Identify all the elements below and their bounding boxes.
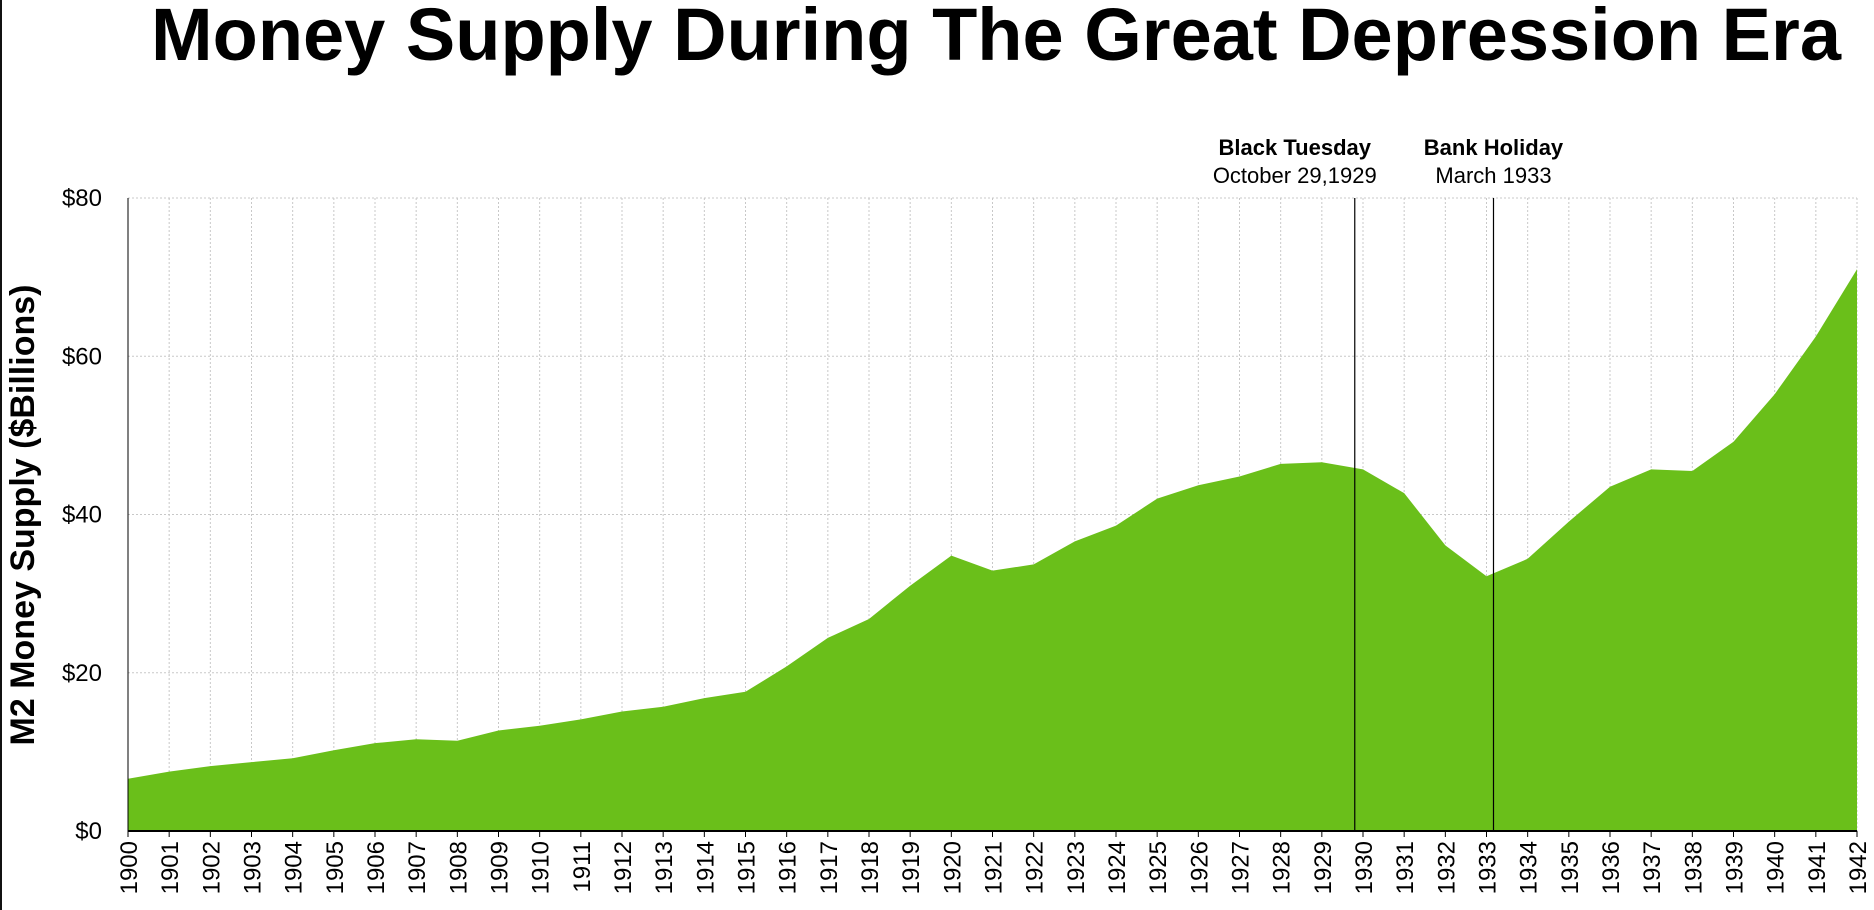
x-tick-label: 1925 xyxy=(1145,841,1172,894)
x-tick-label: 1936 xyxy=(1598,841,1625,894)
x-tick-label: 1930 xyxy=(1351,841,1378,894)
x-tick-label: 1914 xyxy=(692,841,719,894)
x-tick-label: 1901 xyxy=(157,841,184,894)
x-tick-label: 1917 xyxy=(816,841,843,894)
x-tick-label: 1919 xyxy=(898,841,925,894)
area-fill xyxy=(128,269,1857,831)
x-tick-label: 1933 xyxy=(1475,841,1502,894)
x-tick-label: 1931 xyxy=(1392,841,1419,894)
x-tick-label: 1940 xyxy=(1763,841,1790,894)
x-tick-label: 1915 xyxy=(734,841,761,894)
y-tick-label: $0 xyxy=(75,818,102,845)
annotation-subtitle: March 1933 xyxy=(1435,163,1551,188)
x-tick-label: 1942 xyxy=(1845,841,1872,894)
x-tick-label: 1916 xyxy=(775,841,802,894)
x-tick-label: 1941 xyxy=(1804,841,1831,894)
y-tick-label: $80 xyxy=(62,185,102,212)
x-tick-label: 1928 xyxy=(1269,841,1296,894)
x-tick-label: 1937 xyxy=(1639,841,1666,894)
x-tick-label: 1906 xyxy=(363,841,390,894)
x-tick-label: 1902 xyxy=(198,841,225,894)
annotation-title: Bank Holiday xyxy=(1424,135,1564,160)
x-tick-label: 1926 xyxy=(1186,841,1213,894)
x-tick-label: 1924 xyxy=(1104,841,1131,894)
x-tick-label: 1918 xyxy=(857,841,884,894)
x-tick-label: 1932 xyxy=(1433,841,1460,894)
annotation-subtitle: October 29,1929 xyxy=(1213,163,1377,188)
x-tick-label: 1938 xyxy=(1680,841,1707,894)
chart-title: Money Supply During The Great Depression… xyxy=(150,0,1841,76)
x-tick-label: 1908 xyxy=(445,841,472,894)
x-tick-label: 1935 xyxy=(1557,841,1584,894)
x-tick-label: 1904 xyxy=(281,841,308,894)
x-tick-label: 1934 xyxy=(1516,841,1543,894)
annotation-title: Black Tuesday xyxy=(1219,135,1372,160)
x-tick-label: 1905 xyxy=(322,841,349,894)
x-tick-label: 1907 xyxy=(404,841,431,894)
x-tick-label: 1909 xyxy=(487,841,514,894)
x-tick-label: 1922 xyxy=(1022,841,1049,894)
x-tick-label: 1900 xyxy=(116,841,143,894)
x-tick-label: 1911 xyxy=(569,841,596,893)
x-tick-label: 1920 xyxy=(939,841,966,894)
y-tick-labels: $0 $20 $40 $60 $80 xyxy=(62,185,102,845)
y-tick-label: $20 xyxy=(62,660,102,687)
y-tick-label: $40 xyxy=(62,502,102,529)
x-tick-label: 1912 xyxy=(610,841,637,894)
x-tick-label: 1939 xyxy=(1722,841,1749,894)
x-tick-label: 1903 xyxy=(240,841,267,894)
x-tick-labels: 1900 1901 1902 1903 1904 1905 1906 1907 1908 1909… xyxy=(116,831,1872,894)
y-tick-label: $60 xyxy=(62,343,102,370)
x-tick-label: 1921 xyxy=(981,841,1008,894)
x-tick-label: 1910 xyxy=(528,841,555,894)
x-tick-label: 1913 xyxy=(651,841,678,894)
x-tick-label: 1929 xyxy=(1310,841,1337,894)
annotations: Black Tuesday October 29,1929 Bank Holiday… xyxy=(1213,135,1564,831)
x-tick-label: 1927 xyxy=(1228,841,1255,894)
x-tick-label: 1923 xyxy=(1063,841,1090,894)
